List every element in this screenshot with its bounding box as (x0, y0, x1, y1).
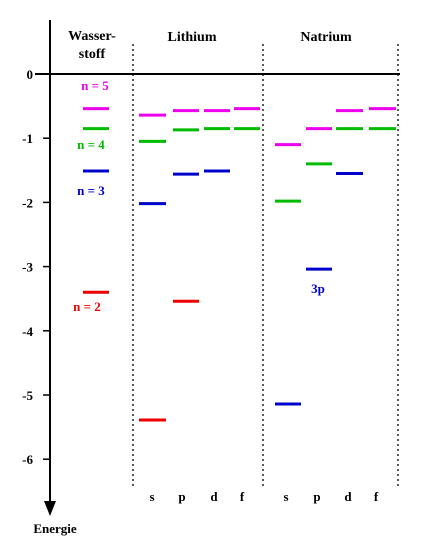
header-hydrogen-line2: stoff (79, 47, 106, 62)
label-n3: n = 3 (77, 183, 105, 198)
axis-tick-label: -1 (22, 131, 33, 146)
orbital-label-na-f: f (374, 489, 379, 504)
label-n2: n = 2 (73, 299, 101, 314)
label-sodium-3p: 3p (311, 281, 325, 296)
axis-tick-label: -3 (22, 260, 33, 275)
orbital-label-na-p: p (313, 489, 320, 504)
orbital-label-li-p: p (178, 489, 185, 504)
orbital-label-na-s: s (283, 489, 288, 504)
label-n5: n = 5 (81, 78, 109, 93)
axis-tick-label: -5 (22, 388, 33, 403)
axis-tick-label: 0 (27, 67, 34, 82)
axis-ticks: 0 -1 -2 -3 -4 -5 -6 (22, 67, 50, 467)
axis-label: Energie (33, 521, 77, 536)
axis-tick-label: -6 (22, 452, 33, 467)
orbital-label-li-d: d (210, 489, 218, 504)
header-sodium: Natrium (300, 30, 352, 45)
header-lithium: Lithium (167, 30, 216, 45)
energy-axis-arrow-icon (44, 501, 56, 516)
axis-tick-label: -4 (22, 324, 33, 339)
header-hydrogen-line1: Wasser- (68, 29, 116, 44)
orbital-label-na-d: d (344, 489, 352, 504)
energy-levels (83, 107, 396, 422)
orbital-label-li-s: s (149, 489, 154, 504)
orbital-label-li-f: f (240, 489, 245, 504)
axis-tick-label: -2 (22, 195, 33, 210)
label-n4: n = 4 (77, 137, 105, 152)
